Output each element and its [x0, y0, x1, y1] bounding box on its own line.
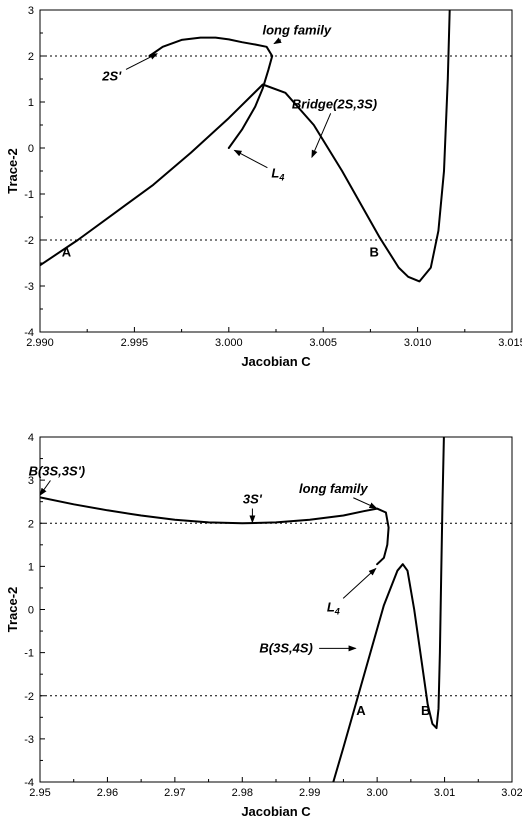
series-line-2: [40, 10, 451, 283]
y-axis-title: Trace-2: [5, 587, 20, 633]
annotation-arrow: [273, 37, 282, 45]
chart-panel-1: 2.990 2.995 3.000 3.005 3.010 3.015 -4 -3 -2 -1 0 1…: [5, 5, 522, 369]
annotation-label: Bridge(2S,3S): [292, 96, 377, 111]
annotation-arrow: [39, 480, 51, 497]
x-axis-title: Jacobian C: [241, 804, 311, 819]
annotation-label: B(3S,3S'): [29, 464, 86, 479]
annotation-arrow: [353, 497, 378, 509]
x-tick-label: 3.005: [309, 337, 337, 349]
annotation-label: B: [369, 244, 378, 259]
x-tick-label: 3.00: [366, 787, 387, 799]
x-tick-label: 3.02: [501, 787, 522, 799]
annotation-arrow: [125, 53, 158, 70]
x-tick-label: 3.01: [434, 787, 455, 799]
x-tick-label: 3.015: [498, 337, 522, 349]
y-tick-label: 0: [28, 143, 34, 155]
x-tick-label: 3.000: [215, 337, 243, 349]
x-tick-label: 3.010: [404, 337, 432, 349]
y-tick-label: -3: [24, 734, 34, 746]
x-axis-title: Jacobian C: [241, 354, 311, 369]
x-tick-label: 2.97: [164, 787, 185, 799]
annotation-label: L4: [271, 165, 284, 182]
x-tick-label: 2.96: [97, 787, 118, 799]
annotation-label: long family: [262, 23, 331, 38]
annotation-label: A: [62, 244, 72, 259]
y-tick-label: 4: [28, 432, 34, 444]
series-line-2: [332, 437, 445, 782]
annotation-label: B(3S,4S): [259, 640, 312, 655]
y-tick-label: -1: [24, 648, 34, 660]
subscript: 4: [278, 172, 284, 182]
y-tick-label: -3: [24, 281, 34, 293]
y-tick-label: 3: [28, 5, 34, 17]
annotation-label: 2S': [101, 69, 122, 84]
y-tick-label: -2: [24, 691, 34, 703]
x-tick-label: 2.995: [121, 337, 149, 349]
annotation-label: B: [421, 703, 430, 718]
subscript: 4: [334, 606, 340, 616]
series-line-1: [148, 36, 274, 149]
annotation-label: 3S': [243, 492, 263, 507]
y-tick-label: 2: [28, 51, 34, 63]
annotation-label: L4: [327, 599, 340, 616]
y-tick-label: 2: [28, 518, 34, 530]
annotation-arrow: [233, 149, 268, 169]
x-tick-label: 2.98: [232, 787, 253, 799]
y-tick-label: -4: [24, 327, 34, 339]
y-axis-title: Trace-2: [5, 148, 20, 194]
y-tick-label: 1: [28, 561, 34, 573]
series-line-1: [40, 496, 390, 566]
annotation-arrow: [311, 113, 332, 159]
annotation-label: A: [356, 703, 366, 718]
y-tick-label: 3: [28, 475, 34, 487]
y-tick-label: -1: [24, 189, 34, 201]
x-tick-label: 2.99: [299, 787, 320, 799]
y-tick-label: 1: [28, 97, 34, 109]
x-tick-label: 2.95: [29, 787, 50, 799]
chart-panel-2: 2.95 2.96 2.97 2.98 2.99 3.00 3.01 3.02 -4 -3 -2 -1…: [5, 432, 522, 819]
y-tick-label: -2: [24, 235, 34, 247]
annotation-label: long family: [299, 481, 368, 496]
y-tick-label: 0: [28, 605, 34, 617]
x-tick-label: 2.990: [26, 337, 54, 349]
annotation-arrow: [342, 567, 377, 599]
y-tick-label: -4: [24, 777, 34, 789]
